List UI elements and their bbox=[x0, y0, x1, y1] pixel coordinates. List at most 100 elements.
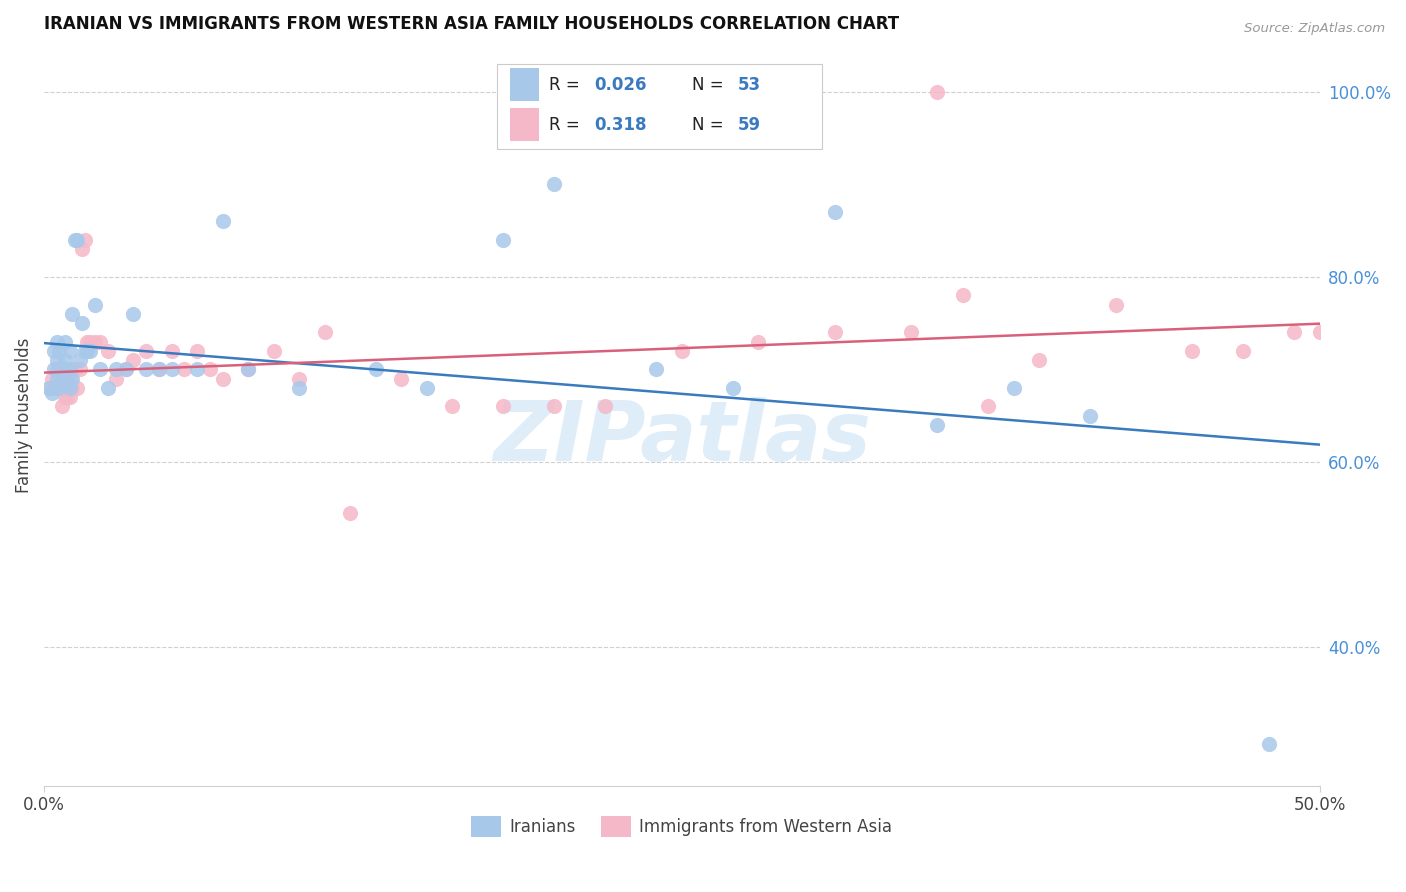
Point bbox=[44, 381, 66, 395]
Point bbox=[543, 400, 565, 414]
Point bbox=[160, 362, 183, 376]
Point bbox=[492, 400, 515, 414]
Point bbox=[59, 372, 82, 386]
Point bbox=[84, 298, 107, 312]
Point bbox=[84, 334, 107, 349]
Point bbox=[288, 381, 311, 395]
Point bbox=[114, 362, 136, 376]
Point bbox=[1181, 343, 1204, 358]
Point bbox=[89, 362, 111, 376]
Point bbox=[48, 343, 70, 358]
Point bbox=[186, 343, 208, 358]
Point bbox=[53, 390, 76, 404]
Point bbox=[53, 372, 76, 386]
Point bbox=[747, 334, 769, 349]
Point bbox=[51, 362, 73, 376]
Point bbox=[59, 343, 82, 358]
Text: IRANIAN VS IMMIGRANTS FROM WESTERN ASIA FAMILY HOUSEHOLDS CORRELATION CHART: IRANIAN VS IMMIGRANTS FROM WESTERN ASIA … bbox=[44, 15, 900, 33]
Point bbox=[56, 372, 79, 386]
Point bbox=[79, 334, 101, 349]
Point bbox=[56, 390, 79, 404]
Point bbox=[1232, 343, 1254, 358]
Point bbox=[41, 372, 63, 386]
Point bbox=[79, 343, 101, 358]
Point bbox=[198, 362, 221, 376]
Point bbox=[238, 362, 260, 376]
Point bbox=[721, 381, 744, 395]
Point bbox=[1309, 326, 1331, 340]
Point bbox=[824, 205, 846, 219]
Point bbox=[441, 400, 464, 414]
Point bbox=[48, 381, 70, 395]
Point bbox=[69, 362, 91, 376]
Point bbox=[900, 326, 922, 340]
Point bbox=[51, 372, 73, 386]
Point bbox=[135, 362, 157, 376]
Point bbox=[73, 343, 96, 358]
Point bbox=[44, 343, 66, 358]
Text: Source: ZipAtlas.com: Source: ZipAtlas.com bbox=[1244, 22, 1385, 36]
Point bbox=[45, 381, 67, 395]
Point bbox=[416, 381, 439, 395]
Point bbox=[160, 343, 183, 358]
Point bbox=[51, 376, 73, 391]
Point bbox=[148, 362, 170, 376]
Point bbox=[66, 381, 89, 395]
Point bbox=[51, 400, 73, 414]
Point bbox=[339, 506, 361, 520]
Point bbox=[148, 362, 170, 376]
Point bbox=[45, 353, 67, 368]
Point bbox=[45, 372, 67, 386]
Point bbox=[952, 288, 974, 302]
Point bbox=[1078, 409, 1101, 423]
Point bbox=[38, 381, 60, 395]
Point bbox=[645, 362, 668, 376]
Point bbox=[45, 334, 67, 349]
Point bbox=[73, 233, 96, 247]
Point bbox=[97, 343, 120, 358]
Point bbox=[1104, 298, 1126, 312]
Point bbox=[59, 381, 82, 395]
Point bbox=[925, 417, 948, 432]
Point bbox=[56, 376, 79, 391]
Point bbox=[135, 343, 157, 358]
Point bbox=[72, 242, 94, 256]
Point bbox=[48, 381, 70, 395]
Point bbox=[59, 390, 82, 404]
Point bbox=[1257, 737, 1279, 751]
Point bbox=[595, 400, 617, 414]
Point bbox=[66, 233, 89, 247]
Point bbox=[76, 334, 98, 349]
Point bbox=[173, 362, 195, 376]
Point bbox=[53, 334, 76, 349]
Point bbox=[53, 372, 76, 386]
Point bbox=[671, 343, 693, 358]
Point bbox=[314, 326, 336, 340]
Point bbox=[63, 233, 86, 247]
Point bbox=[38, 381, 60, 395]
Point bbox=[824, 326, 846, 340]
Point bbox=[104, 372, 127, 386]
Point bbox=[48, 362, 70, 376]
Point bbox=[122, 353, 145, 368]
Point bbox=[114, 362, 136, 376]
Point bbox=[977, 400, 1000, 414]
Point bbox=[492, 233, 515, 247]
Point bbox=[48, 362, 70, 376]
Point bbox=[364, 362, 387, 376]
Point bbox=[288, 372, 311, 386]
Point bbox=[89, 334, 111, 349]
Point bbox=[53, 353, 76, 368]
Point bbox=[543, 178, 565, 192]
Point bbox=[56, 362, 79, 376]
Point bbox=[238, 362, 260, 376]
Point bbox=[63, 362, 86, 376]
Point bbox=[211, 372, 233, 386]
Point bbox=[69, 353, 91, 368]
Point bbox=[44, 362, 66, 376]
Point bbox=[60, 372, 83, 386]
Point bbox=[122, 307, 145, 321]
Point bbox=[1002, 381, 1025, 395]
Point bbox=[60, 381, 83, 395]
Point bbox=[1282, 326, 1305, 340]
